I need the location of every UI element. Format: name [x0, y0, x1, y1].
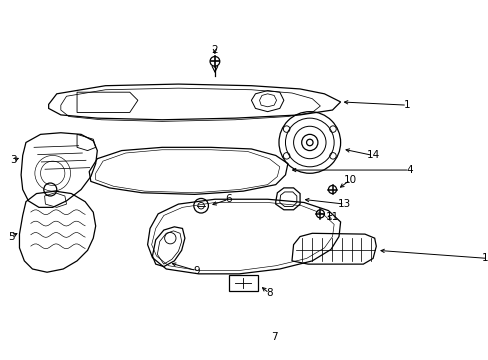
Text: 9: 9	[193, 266, 199, 276]
Text: 10: 10	[343, 175, 356, 185]
Text: 4: 4	[406, 165, 412, 175]
Text: 11: 11	[325, 212, 339, 222]
Text: 12: 12	[481, 253, 488, 264]
Text: 6: 6	[225, 194, 231, 204]
Text: 13: 13	[337, 199, 350, 209]
Text: 2: 2	[211, 45, 218, 55]
Text: 14: 14	[366, 150, 379, 161]
Text: 5: 5	[8, 231, 15, 242]
Text: 7: 7	[270, 332, 277, 342]
Text: 1: 1	[403, 100, 409, 110]
Text: 3: 3	[10, 155, 16, 165]
Text: 8: 8	[265, 288, 272, 298]
